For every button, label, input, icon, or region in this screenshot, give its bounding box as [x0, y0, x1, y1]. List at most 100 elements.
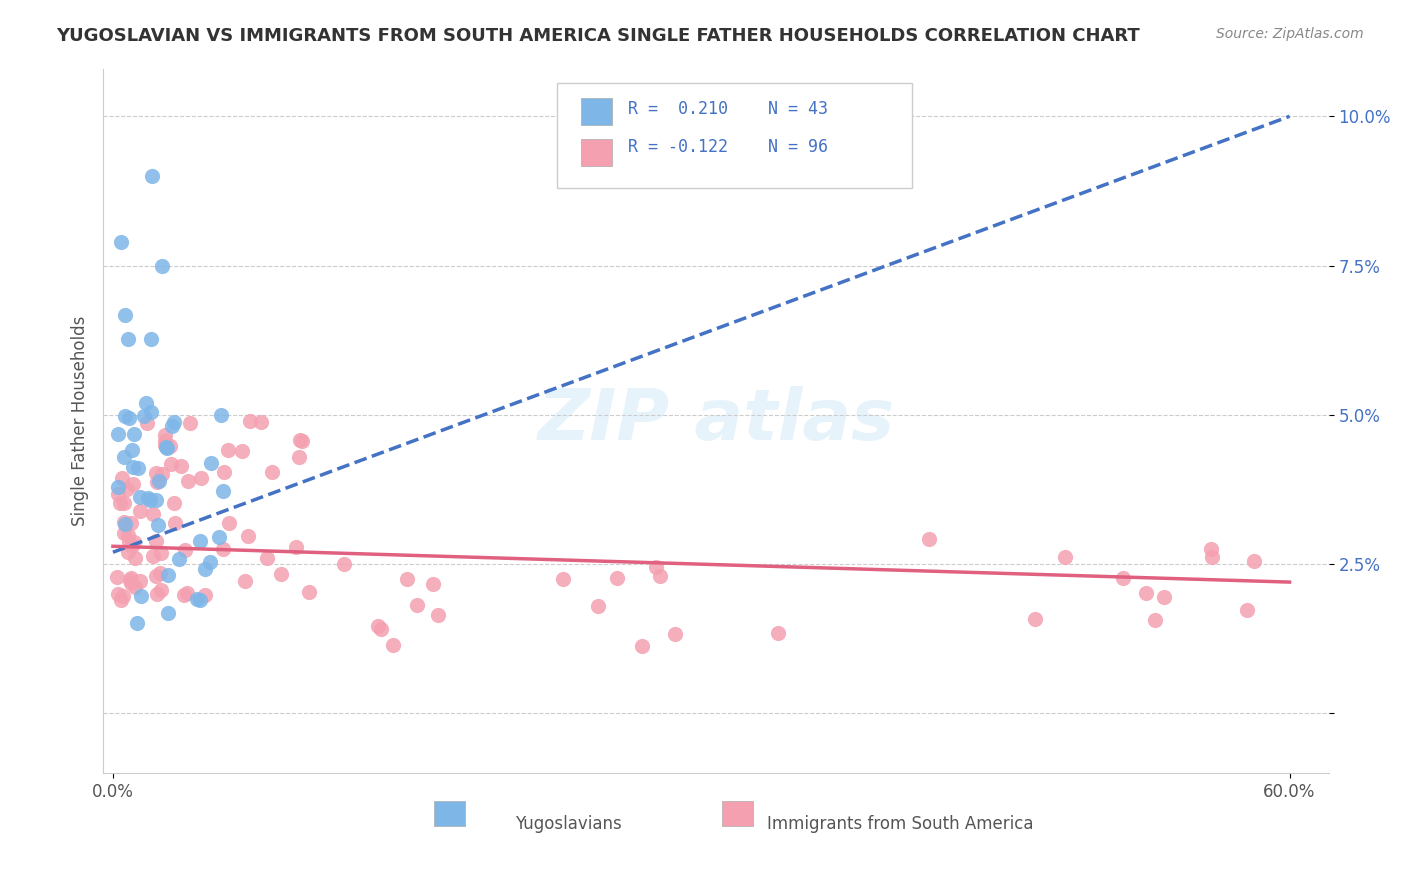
- Point: [209, 408, 232, 422]
- Point: [145, 533, 167, 548]
- Point: [177, 475, 200, 489]
- Point: [1236, 603, 1258, 617]
- Point: [644, 560, 666, 574]
- Point: [260, 465, 283, 479]
- Point: [173, 588, 195, 602]
- Point: [135, 395, 157, 409]
- Text: ZIP atlas: ZIP atlas: [537, 386, 894, 455]
- Point: [114, 516, 136, 531]
- Point: [395, 572, 418, 586]
- Point: [121, 539, 143, 553]
- Point: [333, 557, 356, 571]
- Point: [108, 496, 131, 510]
- Point: [149, 566, 172, 581]
- Point: [117, 332, 139, 346]
- Text: Yugoslavians: Yugoslavians: [516, 815, 623, 833]
- Point: [122, 477, 145, 491]
- Point: [114, 308, 136, 322]
- Point: [664, 627, 686, 641]
- Point: [110, 592, 132, 607]
- Point: [256, 551, 278, 566]
- Point: [112, 495, 135, 509]
- Point: [270, 566, 292, 581]
- Point: [165, 516, 187, 530]
- Point: [112, 515, 135, 529]
- Point: [120, 572, 142, 586]
- Point: [155, 427, 177, 442]
- Point: [156, 567, 179, 582]
- Point: [117, 527, 139, 541]
- Point: [217, 442, 239, 457]
- Text: R =  0.210    N = 43: R = 0.210 N = 43: [627, 101, 828, 119]
- Point: [114, 409, 136, 423]
- Point: [291, 434, 314, 448]
- Point: [120, 575, 142, 590]
- Text: Immigrants from South America: Immigrants from South America: [766, 815, 1033, 833]
- Point: [160, 419, 183, 434]
- Point: [1199, 541, 1222, 556]
- Point: [118, 573, 141, 587]
- Point: [367, 618, 389, 632]
- Point: [179, 416, 201, 430]
- Point: [250, 415, 273, 429]
- Point: [159, 439, 181, 453]
- Y-axis label: Single Father Households: Single Father Households: [72, 316, 89, 526]
- Point: [218, 516, 240, 530]
- Point: [288, 433, 311, 447]
- Point: [122, 535, 145, 549]
- Point: [107, 426, 129, 441]
- Point: [1144, 613, 1167, 627]
- Point: [127, 460, 149, 475]
- Point: [405, 599, 427, 613]
- Point: [136, 491, 159, 505]
- Point: [422, 577, 444, 591]
- Point: [212, 465, 235, 479]
- Point: [148, 474, 170, 488]
- Point: [382, 638, 405, 652]
- Point: [107, 587, 129, 601]
- Point: [157, 606, 180, 620]
- Point: [120, 516, 142, 530]
- Point: [176, 585, 198, 599]
- Point: [188, 533, 211, 548]
- Point: [150, 259, 173, 273]
- Point: [145, 493, 167, 508]
- Point: [606, 571, 628, 585]
- Point: [190, 471, 212, 485]
- Text: R = -0.122    N = 96: R = -0.122 N = 96: [627, 138, 828, 156]
- Point: [198, 555, 221, 569]
- Point: [145, 568, 167, 582]
- Point: [238, 529, 260, 543]
- Point: [231, 443, 253, 458]
- Point: [135, 416, 157, 430]
- Point: [160, 458, 183, 472]
- Point: [188, 593, 211, 607]
- Point: [167, 552, 190, 566]
- Point: [124, 580, 146, 594]
- FancyBboxPatch shape: [581, 139, 612, 166]
- Point: [112, 526, 135, 541]
- Point: [239, 414, 262, 428]
- Point: [1201, 550, 1223, 565]
- Point: [107, 487, 129, 501]
- Point: [208, 530, 231, 544]
- FancyBboxPatch shape: [434, 801, 465, 826]
- FancyBboxPatch shape: [581, 98, 612, 125]
- Point: [586, 599, 609, 613]
- Point: [139, 493, 162, 508]
- Point: [121, 443, 143, 458]
- Point: [211, 483, 233, 498]
- Point: [186, 592, 208, 607]
- FancyBboxPatch shape: [723, 801, 752, 826]
- Point: [111, 471, 134, 485]
- Point: [155, 440, 177, 454]
- Point: [112, 450, 135, 464]
- Point: [128, 503, 150, 517]
- Point: [112, 590, 135, 604]
- Point: [233, 574, 256, 588]
- Point: [146, 475, 169, 489]
- Point: [118, 411, 141, 425]
- Point: [150, 546, 173, 560]
- Point: [551, 572, 574, 586]
- Point: [145, 466, 167, 480]
